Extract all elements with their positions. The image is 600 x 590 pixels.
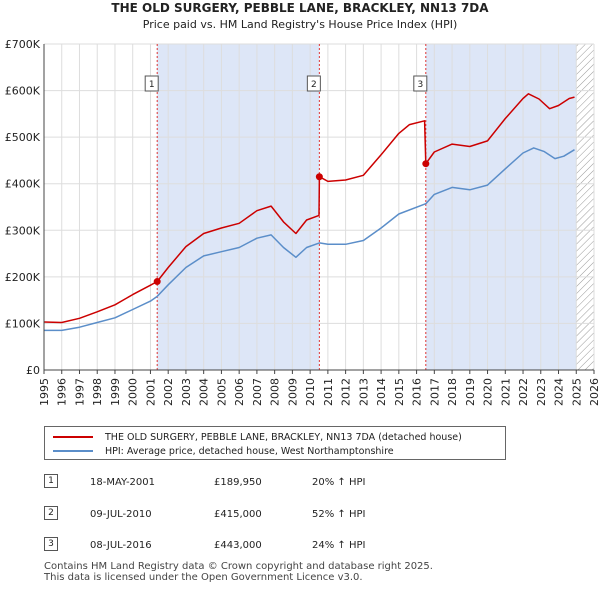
- legend-label-hpi: HPI: Average price, detached house, West…: [105, 445, 394, 457]
- footer-line-2: This data is licensed under the Open Gov…: [44, 572, 363, 583]
- plot-area: 1 2 3 £0 £100K £200K £300K £400K £500K £600K £700K…: [5, 38, 600, 406]
- x-tick-label: 2012: [340, 378, 353, 406]
- sale-date: 08-JUL-2016: [90, 540, 152, 551]
- y-tick-label: £500K: [5, 131, 41, 144]
- sale-change: 52% ↑ HPI: [312, 509, 366, 520]
- legend-swatch-hpi: [53, 450, 93, 452]
- sale-row: 3 08-JUL-2016 £443,000 24% ↑ HPI: [44, 537, 444, 555]
- x-tick-label: 2009: [286, 378, 299, 406]
- x-tick-label: 2001: [144, 378, 157, 406]
- x-tick-label: 2017: [428, 378, 441, 406]
- y-tick-label: £0: [26, 364, 40, 377]
- footer-line-1: Contains HM Land Registry data © Crown c…: [44, 561, 433, 572]
- x-tick-label: 1997: [73, 378, 86, 406]
- x-tick-label: 2013: [357, 378, 370, 406]
- x-tick-label: 1998: [91, 378, 104, 406]
- sale-label-box: [144, 75, 159, 92]
- legend-swatch-property: [53, 436, 93, 438]
- sale-price: £415,000: [214, 509, 262, 520]
- ownership-shade: [157, 44, 320, 370]
- y-tick-label: £400K: [5, 178, 41, 191]
- footer-attribution: Contains HM Land Registry data © Crown c…: [44, 561, 433, 583]
- chart-title: THE OLD SURGERY, PEBBLE LANE, BRACKLEY, …: [111, 1, 489, 15]
- sale-point: [422, 160, 430, 168]
- y-tick-label: £300K: [5, 224, 41, 237]
- x-tick-label: 2018: [446, 378, 459, 406]
- x-tick-label: 2014: [375, 378, 388, 406]
- x-tick-label: 2000: [127, 378, 140, 406]
- price-chart: THE OLD SURGERY, PEBBLE LANE, BRACKLEY, …: [5, 1, 600, 406]
- x-tick-label: 2016: [411, 378, 424, 406]
- x-tick-label: 2010: [304, 378, 317, 406]
- x-tick-label: 2011: [322, 378, 335, 406]
- legend-item-hpi: HPI: Average price, detached house, West…: [53, 444, 497, 458]
- sale-point: [153, 278, 161, 286]
- sale-label-text: 2: [311, 80, 317, 90]
- forecast-hatch: [576, 44, 594, 370]
- x-tick-label: 1995: [38, 378, 51, 406]
- sale-point: [315, 173, 323, 181]
- x-tick-label: 2003: [180, 378, 193, 406]
- x-tick-label: 2007: [251, 378, 264, 406]
- x-tick-label: 2026: [588, 378, 600, 406]
- sale-change: 24% ↑ HPI: [312, 540, 366, 551]
- legend-item-property: THE OLD SURGERY, PEBBLE LANE, BRACKLEY, …: [53, 430, 497, 444]
- x-tick-label: 2019: [464, 378, 477, 406]
- sale-date: 18-MAY-2001: [90, 477, 156, 488]
- y-tick-label: £100K: [5, 317, 41, 330]
- x-tick-label: 2023: [535, 378, 548, 406]
- sale-row: 2 09-JUL-2010 £415,000 52% ↑ HPI: [44, 506, 444, 524]
- sale-label-box: [413, 75, 428, 92]
- y-tick-label: £700K: [5, 38, 41, 51]
- x-tick-label: 2004: [198, 378, 211, 406]
- x-tick-label: 1996: [56, 378, 69, 406]
- sale-number-badge: 3: [44, 537, 58, 551]
- legend-label-property: THE OLD SURGERY, PEBBLE LANE, BRACKLEY, …: [105, 431, 462, 443]
- hpi-line: [44, 147, 575, 332]
- property-price-line: [43, 93, 575, 324]
- x-tick-label: 2022: [517, 378, 530, 406]
- sale-number-badge: 2: [44, 506, 58, 520]
- chart-subtitle: Price paid vs. HM Land Registry's House …: [143, 18, 458, 31]
- sale-label-text: 1: [149, 80, 155, 90]
- sale-number-badge: 1: [44, 474, 58, 488]
- x-tick-label: 2015: [393, 378, 406, 406]
- y-tick-label: £600K: [5, 85, 41, 98]
- y-tick-label: £200K: [5, 271, 41, 284]
- x-tick-label: 2002: [162, 378, 175, 406]
- sale-label-text: 3: [417, 80, 423, 90]
- x-tick-label: 2025: [570, 378, 583, 406]
- ownership-shade: [425, 44, 577, 370]
- x-tick-label: 2006: [233, 378, 246, 406]
- sale-change: 20% ↑ HPI: [312, 477, 366, 488]
- x-tick-label: 2024: [553, 378, 566, 406]
- x-tick-label: 1999: [109, 378, 122, 406]
- sale-label-box: [306, 75, 321, 92]
- legend: THE OLD SURGERY, PEBBLE LANE, BRACKLEY, …: [44, 426, 506, 460]
- sale-price: £189,950: [214, 477, 262, 488]
- x-tick-label: 2021: [499, 378, 512, 406]
- sale-date: 09-JUL-2010: [90, 509, 152, 520]
- x-tick-label: 2008: [269, 378, 282, 406]
- x-tick-label: 2005: [215, 378, 228, 406]
- x-tick-label: 2020: [482, 378, 495, 406]
- sale-row: 1 18-MAY-2001 £189,950 20% ↑ HPI: [44, 474, 444, 492]
- sale-price: £443,000: [214, 540, 262, 551]
